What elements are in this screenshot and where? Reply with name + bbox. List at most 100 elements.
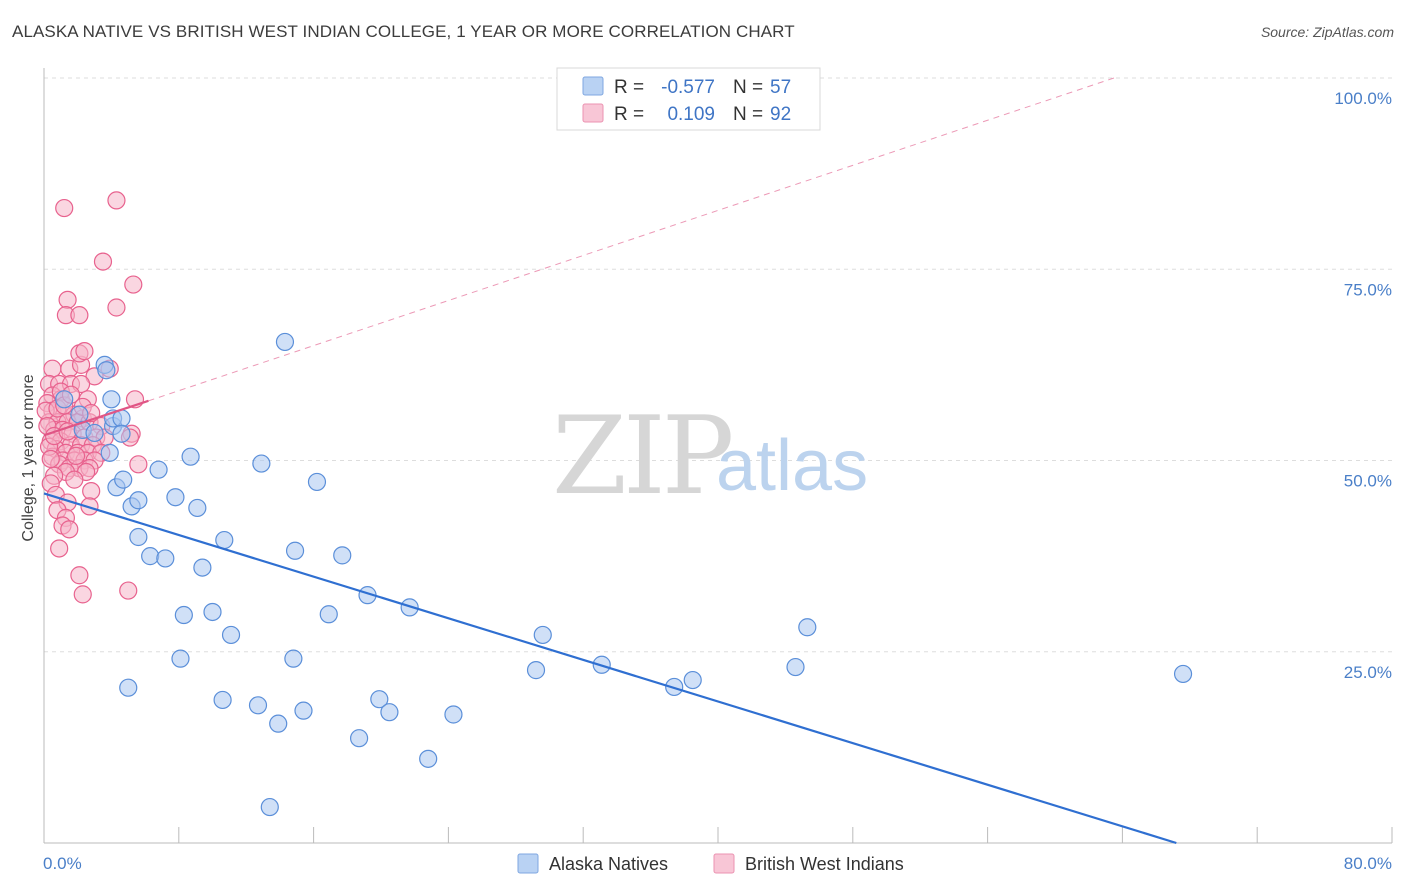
y-tick-label-0: 100.0% [1334,89,1392,108]
british-west-indians-point-89 [66,446,86,466]
british-west-indians-point-76 [70,566,89,585]
alaska-natives-point-29 [203,602,222,622]
correlation-legend: R = -0.577 N = 57 R = 0.109 N = 92 [556,67,821,131]
alaska-natives-point-42 [349,729,369,748]
alaska-natives-point-22 [275,332,295,352]
alaska-natives-point-7 [112,424,131,443]
alaska-natives-point-2 [102,390,121,409]
legend-n-label-2: N = [733,104,763,125]
alaska-natives-point-11 [129,491,148,510]
alaska-natives-point-39 [370,690,389,709]
watermark-atlas: atlas [716,426,868,506]
british-west-indians-point-82 [41,449,60,469]
british-west-indians-point-78 [73,585,92,604]
british-west-indians-point-8 [43,359,62,378]
british-west-indians-point-74 [60,520,79,539]
british-west-indians-point-0 [55,198,74,218]
british-west-indians-point-77 [119,581,138,600]
y-tick-label-1: 75.0% [1344,280,1392,299]
legend-swatch-british-west-indians [713,853,735,874]
alaska-natives-point-38 [294,701,313,720]
alaska-natives-point-13 [141,547,160,566]
legend-r-value-1: -0.577 [661,77,715,98]
alaska-natives-point-21 [252,454,271,473]
alaska-natives-point-17 [181,447,200,466]
trend-line-british-west-indians [43,399,149,437]
british-west-indians-point-67 [82,482,101,501]
alaska-natives-point-25 [333,546,352,565]
british-west-indians-point-75 [50,539,69,558]
alaska-natives-point-1 [97,361,116,380]
alaska-natives-point-41 [444,705,463,724]
alaska-natives-point-35 [213,690,232,710]
alaska-natives-point-23 [285,541,305,560]
alaska-natives-point-55 [85,423,104,443]
legend-r-label-1: R = [614,77,644,98]
legend-n-value-1: 57 [770,77,791,98]
x-tick-max: 80.0% [1344,854,1392,873]
y-tick-labels: 100.0% 75.0% 50.0% 25.0% [1334,89,1392,682]
alaska-natives-point-40 [380,703,399,722]
alaska-natives-point-46 [526,661,546,680]
y-axis-label: College, 1 year or more [20,374,37,541]
alaska-natives-point-49 [683,670,702,690]
legend-n-label-1: N = [733,77,763,98]
alaska-natives-point-31 [221,625,241,645]
legend-r-value-2: 0.109 [667,104,715,125]
series-alaska-natives [55,332,1193,817]
alaska-natives-point-18 [188,498,207,518]
alaska-natives-point-51 [798,618,817,637]
british-west-indians-point-2 [93,252,113,271]
grid-lines [44,77,1392,653]
british-west-indians-point-57 [129,455,148,474]
british-west-indians-point-1 [107,191,126,210]
series-legend: Alaska Natives British West Indians [517,853,904,874]
alaska-natives-point-30 [174,605,193,625]
legend-label-alaska-natives: Alaska Natives [549,854,668,874]
legend-swatch-blue [582,76,604,96]
legend-r-label-2: R = [614,104,644,125]
british-west-indians-point-4 [58,290,77,309]
trend-line-alaska-natives [43,492,1177,845]
alaska-natives-point-56 [55,390,74,409]
chart-title: ALASKA NATIVE VS BRITISH WEST INDIAN COL… [12,22,795,41]
alaska-natives-point-16 [166,488,185,507]
alaska-natives-point-12 [129,527,148,547]
watermark-zip: ZIP [552,394,731,519]
british-west-indians-point-3 [124,275,143,294]
alaska-natives-point-34 [119,678,138,697]
alaska-natives-point-33 [284,649,303,668]
x-tick-min: 0.0% [43,854,82,873]
legend-label-british-west-indians: British West Indians [745,854,904,874]
y-tick-label-2: 50.0% [1344,472,1392,491]
alaska-natives-point-24 [307,472,327,492]
alaska-natives-point-52 [1173,664,1193,684]
british-west-indians-point-12 [75,342,94,361]
alaska-natives-point-14 [149,460,168,479]
watermark: ZIP atlas [552,394,868,519]
trend-line-british-west-indians-extension [148,77,1115,402]
legend-swatch-pink [582,103,604,123]
alaska-natives-point-20 [215,530,234,550]
alaska-natives-point-45 [533,625,552,645]
y-tick-label-3: 25.0% [1344,663,1392,682]
alaska-natives-point-37 [269,714,288,733]
legend-swatch-alaska-natives [517,853,539,874]
alaska-natives-point-15 [156,549,175,568]
source-label: Source: ZipAtlas.com [1260,24,1394,40]
legend-n-value-2: 92 [770,104,791,125]
british-west-indians-point-7 [107,298,126,317]
british-west-indians-point-65 [65,470,84,489]
alaska-natives-point-50 [786,657,805,677]
trend-lines [43,77,1177,845]
alaska-natives-point-32 [171,649,190,668]
alaska-natives-point-19 [193,558,212,577]
alaska-natives-point-43 [419,749,438,768]
british-west-indians-point-6 [70,306,89,325]
alaska-natives-point-28 [319,605,338,624]
alaska-natives-point-36 [248,696,268,715]
alaska-natives-point-5 [100,443,119,462]
alaska-natives-point-9 [114,470,133,489]
alaska-natives-point-44 [260,797,279,817]
